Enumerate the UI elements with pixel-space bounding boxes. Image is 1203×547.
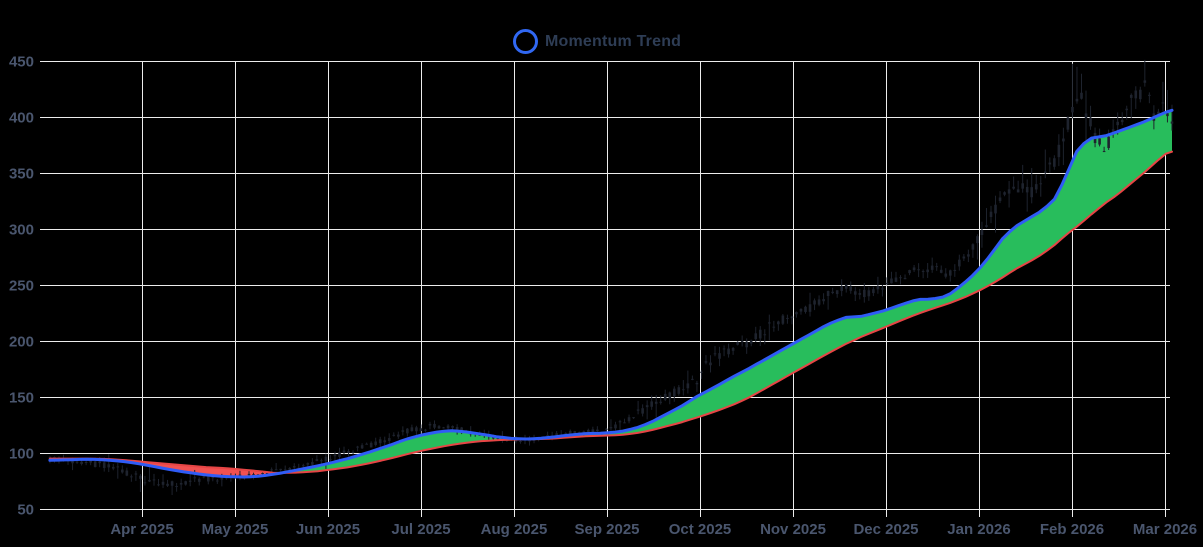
gridlines (40, 61, 1170, 517)
svg-text:150: 150 (9, 390, 34, 407)
svg-text:Apr 2025: Apr 2025 (110, 521, 173, 538)
svg-text:250: 250 (9, 278, 34, 295)
chart-legend[interactable]: Momentum Trend (513, 29, 681, 54)
svg-text:Jun 2025: Jun 2025 (296, 521, 360, 538)
svg-text:100: 100 (9, 446, 34, 463)
svg-text:400: 400 (9, 110, 34, 127)
svg-text:Nov 2025: Nov 2025 (760, 521, 826, 538)
svg-text:May 2025: May 2025 (202, 521, 269, 538)
svg-text:Jan 2026: Jan 2026 (947, 521, 1010, 538)
svg-text:Oct 2025: Oct 2025 (669, 521, 732, 538)
fast-line (48, 108, 1174, 479)
x-axis-labels: Apr 2025 May 2025 Jun 2025 Jul 2025 Aug 2025… (110, 521, 1197, 538)
svg-text:50: 50 (17, 502, 34, 519)
trend-lines (48, 108, 1174, 479)
y-axis-labels: 50 100 150 200 250 300 350 400 450 (9, 54, 34, 519)
svg-text:Feb 2026: Feb 2026 (1040, 521, 1104, 538)
svg-text:Aug 2025: Aug 2025 (481, 521, 548, 538)
legend-circle-icon (513, 29, 538, 54)
slow-line (48, 150, 1173, 474)
svg-text:Mar 2026: Mar 2026 (1133, 521, 1197, 538)
svg-text:300: 300 (9, 222, 34, 239)
svg-text:Jul 2025: Jul 2025 (391, 521, 450, 538)
legend-label: Momentum Trend (545, 32, 682, 50)
svg-text:200: 200 (9, 334, 34, 351)
candlestick-series (48, 59, 1174, 496)
svg-text:450: 450 (9, 54, 34, 71)
svg-text:Sep 2025: Sep 2025 (574, 521, 639, 538)
svg-text:350: 350 (9, 166, 34, 183)
svg-text:Dec 2025: Dec 2025 (853, 521, 918, 538)
